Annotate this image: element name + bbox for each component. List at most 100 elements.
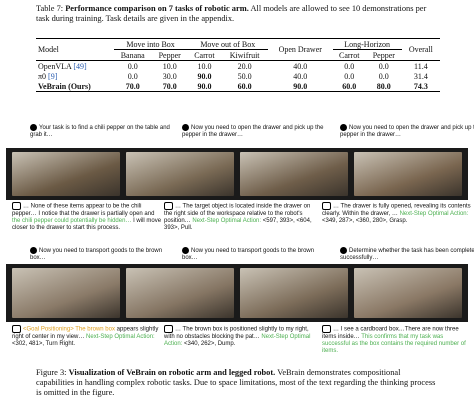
- value-cell: 0.0: [344, 61, 355, 71]
- prompt: Your task is to find a chili pepper on t…: [30, 124, 175, 139]
- table-row: π0 [9] 0.0 30.0 90.0 50.0 40.0 0.0 0.0 31.4: [36, 71, 440, 81]
- value-cell: 30.0: [162, 71, 177, 81]
- value-cell: 0.0: [378, 61, 389, 71]
- action: <597, 393>, <604, 393>, Pull.: [164, 217, 312, 231]
- header: Pepper: [372, 50, 395, 60]
- value-cell: 90.0: [293, 81, 308, 91]
- photo: [126, 152, 234, 196]
- photo: [240, 268, 348, 318]
- header: Banana: [120, 50, 145, 60]
- photo: [12, 268, 120, 318]
- model-cell: VeBrain (Ours): [36, 81, 114, 92]
- prompt-text: Now you need to transport goods to the b…: [182, 248, 315, 262]
- action-label: Next-Step Optimal Action:: [164, 333, 311, 347]
- figure-caption: Figure 3: Visualization of VeBrain on ro…: [36, 368, 440, 398]
- model-name: VeBrain (Ours): [38, 81, 91, 91]
- header: Open Drawer: [278, 45, 322, 54]
- value-cell: 0.0: [127, 61, 138, 71]
- response-text: … None of these items appear to be the c…: [12, 203, 155, 217]
- robot-icon: [164, 325, 173, 333]
- table-caption: Table 7: Performance comparison on 7 tas…: [36, 4, 440, 24]
- value-cell: 60.0: [237, 81, 252, 91]
- response-text: … I see a cardboard box…There are now th…: [322, 326, 459, 340]
- text: All models are allowed to see 10 demonst…: [36, 4, 427, 23]
- value-cell: 40.0: [293, 71, 308, 81]
- value-cell: 80.0: [376, 81, 391, 91]
- value-cell: 10.0: [197, 61, 212, 71]
- user-icon: [182, 124, 189, 131]
- response: … I see a cardboard box…There are now th…: [322, 325, 472, 355]
- value-cell: 0.0: [127, 71, 138, 81]
- robot-icon: [322, 202, 331, 210]
- response: … None of these items appear to be the c…: [12, 202, 162, 232]
- action-label: Next-Step Optimal Action:: [192, 217, 262, 224]
- value-cell: 74.3: [413, 81, 428, 91]
- film-strip: [6, 148, 468, 200]
- prompt-text: Now you need to transport goods to the b…: [30, 248, 163, 262]
- response: … The brown box is positioned slightly t…: [164, 325, 314, 348]
- value-cell: 0.0: [344, 71, 355, 81]
- prompt-text: Your task is to find a chili pepper on t…: [30, 125, 170, 139]
- response: … The target object is located inside th…: [164, 202, 314, 232]
- table-row: OpenVLA [49] 0.0 10.0 10.0 20.0 40.0 0.0 0.0 11.…: [36, 61, 440, 72]
- header: Long-Horizon: [332, 38, 402, 50]
- action: <349, 287>, <360, 280>, Grasp.: [322, 217, 408, 224]
- reference: [49]: [73, 61, 87, 71]
- value-cell: 0.0: [378, 71, 389, 81]
- user-icon: [30, 247, 37, 254]
- header: Model: [38, 45, 59, 54]
- robot-icon: [12, 202, 21, 210]
- highlight: the chili pepper could potentially be hi…: [12, 217, 132, 224]
- action: <340, 262>, Dump.: [184, 340, 236, 347]
- robot-icon: [12, 325, 21, 333]
- model-cell: OpenVLA [49]: [36, 61, 114, 72]
- user-icon: [340, 124, 347, 131]
- response-text: … The drawer is fully opened, revealing …: [322, 203, 471, 217]
- value-cell: 70.0: [125, 81, 140, 91]
- header-row: Banana Pepper Carrot Kiwifruit Carrot Pepper: [36, 50, 440, 61]
- value-cell: 90.0: [197, 81, 212, 91]
- value-cell: 10.0: [162, 61, 177, 71]
- title: Performance comparison on 7 tasks of rob…: [65, 4, 249, 13]
- value-cell: 60.0: [342, 81, 357, 91]
- value-cell: 11.4: [413, 61, 428, 71]
- response: … The drawer is fully opened, revealing …: [322, 202, 472, 225]
- response-text: … The target object is located inside th…: [164, 203, 311, 224]
- photo: [126, 268, 234, 318]
- prompt: Now you need to open the drawer and pick…: [182, 124, 327, 139]
- header: Carrot: [339, 50, 360, 60]
- user-icon: [30, 124, 37, 131]
- value-cell: 90.0: [197, 71, 212, 81]
- robot-icon: [322, 325, 331, 333]
- response-text: I will move closer to the drawer to star…: [12, 217, 162, 231]
- prompt-text: Now you need to open the drawer and pick…: [182, 125, 324, 139]
- value-cell: 20.0: [237, 61, 252, 71]
- response-text: appears slightly right of center in my v…: [12, 326, 159, 340]
- action-label: Next-Step Optimal Action:: [86, 333, 155, 340]
- header: Move out of Box: [187, 38, 268, 50]
- reference: [9]: [48, 71, 58, 81]
- header: Move into Box: [113, 38, 188, 50]
- user-icon: [182, 247, 189, 254]
- results-table: Model Move into Box Move out of Box Open…: [36, 38, 440, 92]
- photo: [240, 152, 348, 196]
- prompt-text: Determine whether the task has been comp…: [340, 248, 474, 262]
- header: Kiwifruit: [229, 50, 260, 60]
- robot-icon: [164, 202, 173, 210]
- photo: [354, 152, 462, 196]
- response-text: … The brown box is positioned slightly t…: [164, 326, 309, 340]
- photo: [354, 268, 462, 318]
- highlight: The brown box: [75, 326, 115, 333]
- header: Overall: [408, 45, 433, 54]
- value-cell: 50.0: [237, 71, 252, 81]
- value-cell: 70.0: [162, 81, 177, 91]
- prompt-text: Now you need to open the drawer and pick…: [340, 125, 474, 139]
- goal-tag: <Goal Positioning>: [23, 326, 74, 333]
- table-body: OpenVLA [49] 0.0 10.0 10.0 20.0 40.0 0.0 0.0 11.…: [36, 61, 440, 92]
- model-cell: π0 [9]: [36, 71, 114, 81]
- response: <Goal Positioning> The brown box appears…: [12, 325, 162, 348]
- prompt: Now you need to open the drawer and pick…: [340, 124, 474, 139]
- action-label: Next-Step Optimal Action:: [399, 210, 469, 217]
- value-cell: 40.0: [293, 61, 308, 71]
